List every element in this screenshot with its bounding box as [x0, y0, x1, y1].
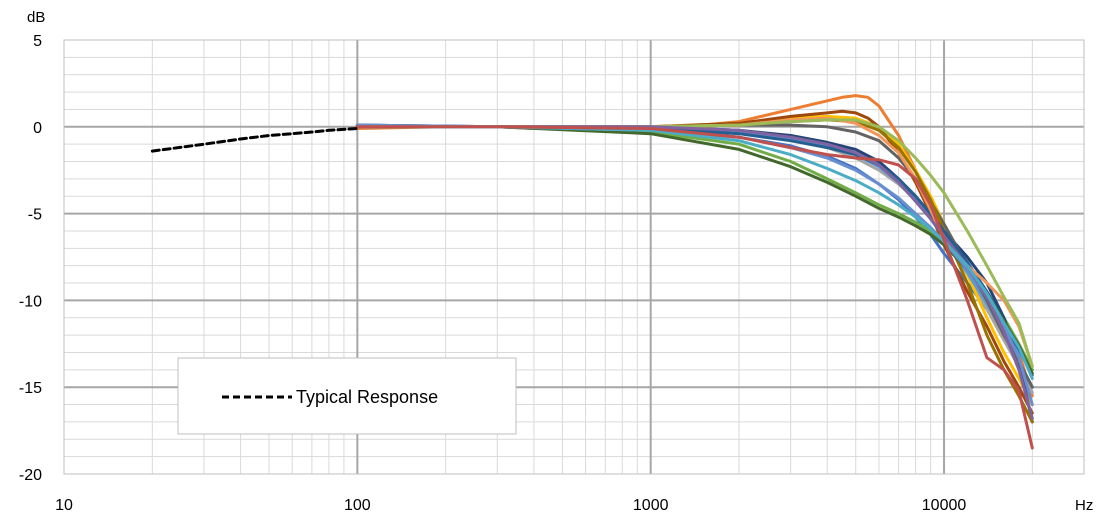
series-line-18 — [355, 125, 1034, 450]
legend: Typical Response — [177, 357, 517, 435]
y-axis-tick-labels: 5 0 -5 -10 -15 -20 — [19, 33, 42, 484]
series-line-15 — [355, 118, 1034, 368]
plot-area-border — [63, 39, 1085, 475]
x-tick-label: 1000 — [633, 497, 669, 514]
x-tick-label: 10 — [55, 497, 73, 514]
y-axis-unit-label: dB — [27, 9, 45, 26]
y-tick-label: -10 — [19, 293, 42, 310]
x-tick-label: 100 — [344, 497, 371, 514]
y-tick-label: -5 — [28, 207, 42, 224]
x-axis-unit-label: Hz — [1075, 497, 1093, 514]
series-line-17 — [355, 125, 1034, 380]
y-tick-label: -20 — [19, 467, 42, 484]
y-tick-label: 0 — [33, 120, 42, 137]
legend-label-typical-response: Typical Response — [296, 387, 438, 407]
y-tick-label: 5 — [33, 33, 42, 50]
x-axis-tick-labels: 10 100 1000 10000 — [55, 497, 966, 514]
x-tick-label: 10000 — [922, 497, 967, 514]
series-line-16 — [355, 125, 1034, 420]
series-lines — [150, 94, 1034, 450]
y-tick-label: -15 — [19, 380, 42, 397]
series-line-typical-response — [150, 127, 359, 153]
